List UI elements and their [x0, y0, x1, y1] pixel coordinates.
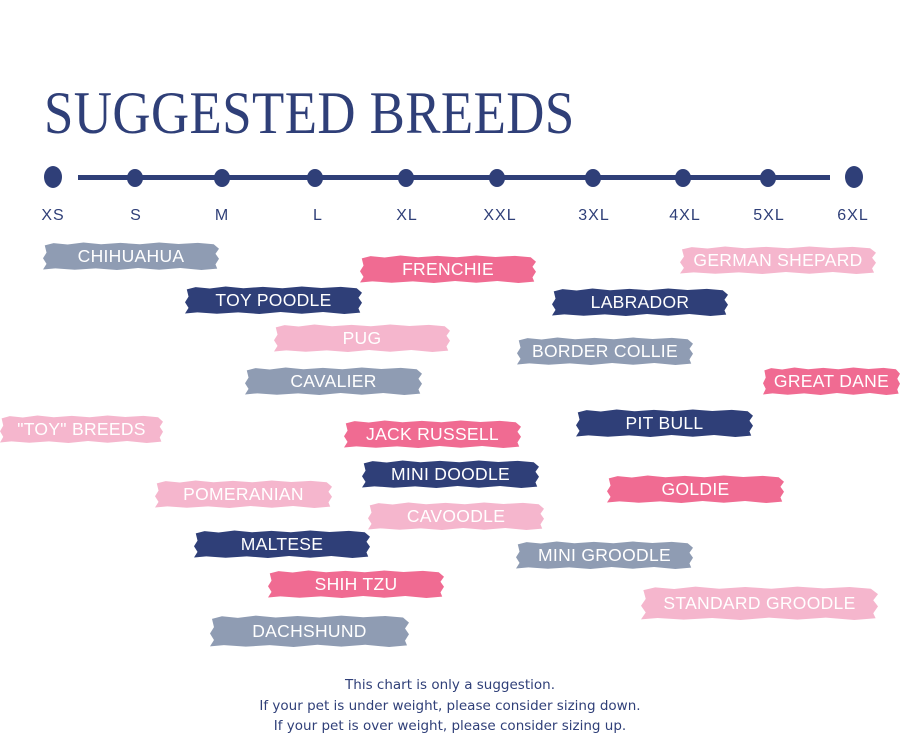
breed-tag-border-collie: BORDER COLLIE — [517, 337, 693, 365]
breed-tag-pug: PUG — [274, 324, 450, 352]
scale-dot-4xl — [675, 169, 691, 187]
disclaimer-line-2: If your pet is under weight, please cons… — [259, 697, 641, 714]
scale-dot-s — [127, 169, 143, 187]
breed-tag-pomeranian: POMERANIAN — [155, 480, 332, 508]
breed-tag-dachshund: DACHSHUND — [210, 615, 409, 647]
scale-dot-xs — [44, 166, 62, 188]
disclaimer-line-3: If your pet is over weight, please consi… — [273, 718, 627, 734]
breed-tag-toy-poodle: TOY POODLE — [185, 286, 362, 314]
breed-tag-shih-tzu: SHIH TZU — [268, 570, 444, 598]
scale-dot-xl — [398, 169, 414, 187]
breed-tag-cavoodle: CAVOODLE — [368, 502, 544, 530]
breed-tag-maltese: MALTESE — [194, 530, 370, 558]
scale-dot-l — [307, 169, 323, 187]
scale-dot-5xl — [760, 169, 776, 187]
chart-title: SUGGESTED BREEDS — [44, 80, 575, 146]
scale-dot-6xl — [845, 166, 863, 188]
size-label-xxl: XXL — [483, 207, 517, 224]
breed-tag-pit-bull: PIT BULL — [576, 409, 753, 437]
breed-tag-german-shepard: GERMAN SHEPARD — [680, 246, 876, 274]
breed-tag-standard-groodle: STANDARD GROODLE — [641, 586, 878, 620]
size-label-s: S — [130, 207, 142, 224]
scale-dot-3xl — [585, 169, 601, 187]
breed-tag-frenchie: FRENCHIE — [360, 255, 536, 283]
size-label-3xl: 3XL — [578, 207, 610, 224]
size-label-xl: XL — [396, 207, 418, 224]
scale-line — [78, 175, 830, 180]
breed-tag-mini-doodle: MINI DOODLE — [362, 460, 539, 488]
scale-dot-m — [214, 169, 230, 187]
size-label-m: M — [214, 207, 230, 224]
disclaimer-line-1: This chart is only a suggestion. — [345, 677, 555, 693]
size-label-l: L — [313, 207, 323, 224]
breed-tag-great-dane: GREAT DANE — [763, 367, 900, 395]
breed-tag-goldie: GOLDIE — [607, 475, 784, 503]
breed-tag-cavalier: CAVALIER — [245, 367, 422, 395]
breed-tag-chihuahua: CHIHUAHUA — [43, 242, 219, 270]
breed-tag-jack-russell: JACK RUSSELL — [344, 420, 521, 448]
breed-tag-toy-breeds: "TOY" BREEDS — [0, 415, 163, 443]
disclaimer-footer: This chart is only a suggestion. If your… — [0, 675, 900, 737]
breed-tag-labrador: LABRADOR — [552, 288, 728, 316]
size-label-6xl: 6XL — [837, 207, 869, 224]
size-label-xs: XS — [41, 207, 65, 224]
size-label-5xl: 5XL — [753, 207, 785, 224]
size-label-4xl: 4XL — [669, 207, 701, 224]
breed-tag-mini-groodle: MINI GROODLE — [516, 541, 693, 569]
scale-dot-xxl — [489, 169, 505, 187]
